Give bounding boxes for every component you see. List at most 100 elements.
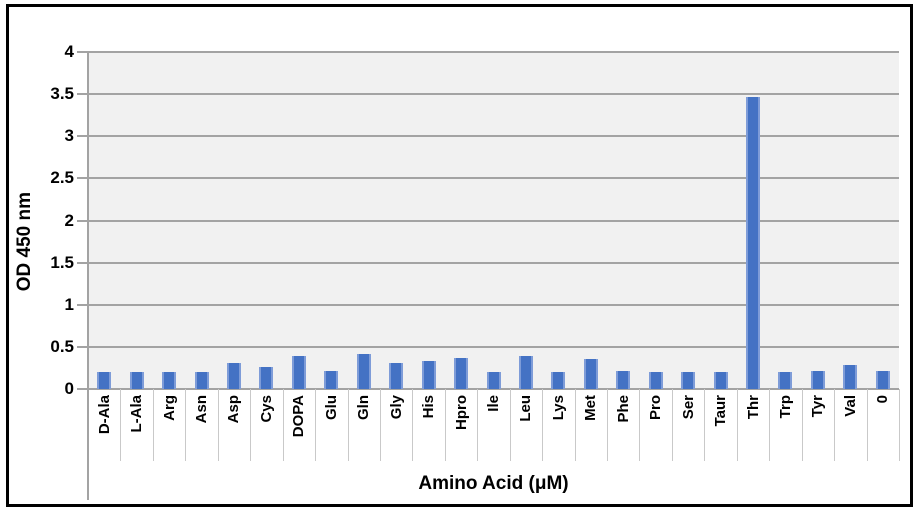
gridline bbox=[88, 93, 899, 96]
category-label-Ser: Ser bbox=[679, 395, 697, 420]
category-label-Gly: Gly bbox=[387, 395, 405, 420]
y-tick-label: 0 bbox=[64, 379, 74, 398]
category-divider bbox=[477, 389, 479, 461]
y-axis-line bbox=[87, 52, 89, 500]
category-divider bbox=[769, 389, 771, 461]
bar-Gly bbox=[389, 363, 404, 389]
y-tick-mark bbox=[77, 219, 88, 222]
gridline bbox=[88, 219, 899, 222]
category-label-L-Ala: L-Ala bbox=[128, 395, 146, 433]
category-divider bbox=[834, 389, 836, 461]
y-tick-label: 0.5 bbox=[50, 336, 74, 356]
bar-Asp bbox=[226, 363, 241, 389]
category-divider bbox=[899, 389, 900, 461]
y-tick-label: 1.5 bbox=[50, 252, 74, 272]
bar-Glu bbox=[324, 371, 339, 389]
category-label-Ile: Ile bbox=[485, 395, 502, 412]
gridline bbox=[88, 135, 899, 138]
category-label-Pro: Pro bbox=[647, 395, 665, 421]
bar-Lys bbox=[551, 372, 566, 389]
category-label-0: 0 bbox=[874, 395, 892, 404]
category-divider bbox=[185, 389, 187, 461]
bar-Asn bbox=[194, 372, 209, 389]
y-tick-mark bbox=[77, 135, 88, 138]
y-tick-mark bbox=[77, 51, 88, 53]
category-divider bbox=[412, 389, 414, 461]
bar-Phe bbox=[616, 371, 631, 389]
y-tick-label: 1 bbox=[64, 294, 74, 314]
category-label-Gln: Gln bbox=[355, 395, 373, 420]
category-label-Asp: Asp bbox=[225, 395, 243, 424]
category-label-Tyr: Tyr bbox=[809, 395, 827, 418]
bar-Met bbox=[583, 359, 598, 389]
bar-Ser bbox=[681, 372, 696, 389]
gridline bbox=[88, 345, 899, 348]
bar-Hpro bbox=[454, 358, 469, 389]
gridline bbox=[88, 51, 899, 53]
bar-His bbox=[421, 361, 436, 389]
category-label-Phe: Phe bbox=[614, 395, 632, 423]
category-divider bbox=[250, 389, 252, 461]
bar-Tyr bbox=[810, 371, 825, 389]
category-divider bbox=[347, 389, 349, 461]
bar-Trp bbox=[778, 372, 793, 389]
category-divider bbox=[866, 389, 868, 461]
category-divider bbox=[379, 389, 381, 461]
category-divider bbox=[315, 389, 317, 461]
category-divider bbox=[120, 389, 122, 461]
y-tick-label: 2 bbox=[64, 210, 74, 230]
category-label-Asn: Asn bbox=[193, 395, 211, 424]
category-label-Cys: Cys bbox=[257, 395, 275, 423]
category-divider bbox=[217, 389, 219, 461]
category-label-Met: Met bbox=[582, 395, 600, 421]
bar-Val bbox=[843, 365, 858, 389]
bar-Cys bbox=[259, 367, 274, 389]
gridline bbox=[88, 303, 899, 306]
bar-Leu bbox=[518, 356, 533, 389]
category-label-DOPA: DOPA bbox=[290, 395, 308, 438]
category-divider bbox=[639, 389, 641, 461]
y-tick-mark bbox=[77, 345, 88, 348]
bar-Arg bbox=[162, 372, 177, 389]
category-label-Lys: Lys bbox=[549, 395, 567, 421]
category-divider bbox=[444, 389, 446, 461]
y-tick-mark bbox=[77, 93, 88, 96]
bar-DOPA bbox=[291, 356, 306, 389]
category-divider bbox=[671, 389, 673, 461]
y-tick-label: 2.5 bbox=[50, 168, 74, 188]
bar-Pro bbox=[648, 372, 663, 389]
category-label-Leu: Leu bbox=[517, 395, 535, 422]
gridline bbox=[88, 388, 899, 390]
category-label-His: His bbox=[420, 395, 438, 419]
bar-Gln bbox=[356, 354, 371, 389]
category-label-Taur: Taur bbox=[712, 395, 730, 427]
gridline bbox=[88, 177, 899, 180]
category-divider bbox=[152, 389, 154, 461]
category-divider bbox=[509, 389, 511, 461]
y-tick-label: 4 bbox=[64, 42, 74, 61]
category-label-Trp: Trp bbox=[776, 395, 794, 419]
category-label-Thr: Thr bbox=[744, 395, 762, 420]
category-label-Hpro: Hpro bbox=[452, 395, 470, 430]
bar-Taur bbox=[713, 372, 728, 389]
y-tick-mark bbox=[77, 303, 88, 306]
y-tick-mark bbox=[77, 261, 88, 264]
category-divider bbox=[704, 389, 706, 461]
category-divider bbox=[607, 389, 609, 461]
category-divider bbox=[736, 389, 738, 461]
x-axis-title: Amino Acid (μM) bbox=[418, 473, 569, 494]
bar-0 bbox=[875, 371, 890, 389]
y-tick-label: 3.5 bbox=[50, 84, 74, 104]
category-label-Val: Val bbox=[841, 395, 859, 417]
y-tick-label: 3 bbox=[64, 126, 74, 146]
category-divider bbox=[542, 389, 544, 461]
bar-Thr bbox=[746, 97, 761, 389]
category-label-Arg: Arg bbox=[160, 395, 178, 421]
gridline bbox=[88, 261, 899, 264]
y-tick-mark bbox=[77, 388, 88, 390]
category-divider bbox=[282, 389, 284, 461]
category-label-D-Ala: D-Ala bbox=[95, 395, 113, 435]
bar-Ile bbox=[486, 372, 501, 389]
y-axis-title: OD 450 nm bbox=[14, 192, 35, 292]
